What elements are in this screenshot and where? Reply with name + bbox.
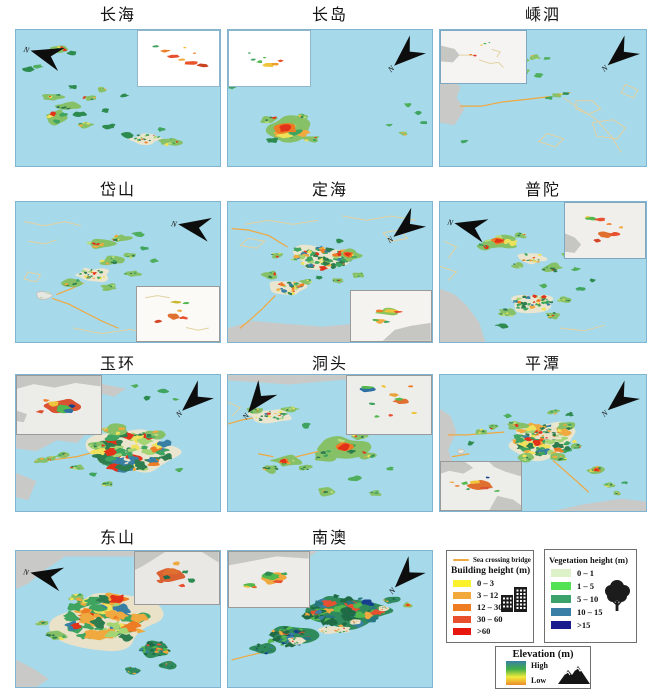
inset-map [563,202,646,260]
inset-map [228,30,311,88]
map-dongshan: N [15,550,221,688]
panel-title-dinghai: 定海 [311,182,348,199]
elevation-high-label: High [531,661,548,670]
vegetation-label-2: 5 – 10 [577,593,599,604]
elevation-low-label: Low [531,676,547,685]
map-yuhuan: N [15,374,221,512]
map-graphic [228,36,428,143]
panel-title-daishan: 岱山 [99,182,136,199]
building-icon [500,584,530,619]
sea-crossing-bridge-label: Sea crossing bridge [473,555,531,564]
inset-map [136,286,220,342]
building-swatch-3 [453,615,471,623]
panel-title-shengsi: 嵊泗 [524,7,561,24]
vegetation-swatch-3 [551,607,571,616]
map-daishan: N [15,201,221,343]
vegetation-swatch-2 [551,594,571,603]
building-swatch-4 [453,627,471,635]
map-dinghai: N [227,201,433,343]
elevation-gradient-bar [506,661,526,685]
building-label-4: >60 [477,626,491,636]
building-legend-title: Building height (m) [451,566,531,576]
inset-map [440,460,523,511]
panel-title-putuo: 普陀 [524,182,561,199]
vegetation-label-3: 10 – 15 [577,606,603,617]
inset-map [228,551,310,609]
building-label-0: 0 – 3 [477,578,494,588]
sea-crossing-bridge-symbol [453,558,469,561]
vegetation-label-4: >15 [577,619,591,630]
map-changhai: N [15,29,221,167]
vegetation-swatch-1 [551,581,571,590]
map-graphic [16,202,159,342]
panel-title-changdao: 长岛 [311,7,348,24]
vegetation-height-legend: Vegetation height (m) 0 – 1 1 – 5 5 – 10… [544,549,637,643]
building-swatch-1 [453,591,471,599]
building-swatch-0 [453,579,471,587]
building-swatch-2 [453,603,471,611]
map-graphic [440,232,646,342]
elevation-legend: Elevation (m) High Low [495,646,591,689]
building-label-2: 12 – 30 [477,602,503,612]
panel-title-nanao: 南澳 [311,530,348,547]
map-graphic [440,409,646,511]
inset-map [134,551,220,606]
panel-title-yuhuan: 玉环 [99,356,136,373]
building-label-3: 30 – 60 [477,614,503,624]
building-height-legend: Sea crossing bridge Building height (m) … [446,550,534,643]
vegetation-label-1: 1 – 5 [577,580,594,591]
panel-title-dongtou: 洞头 [311,356,348,373]
panel-title-changhai: 长海 [99,7,136,24]
inset-map [137,30,220,88]
tree-icon [600,578,634,621]
vegetation-legend-title: Vegetation height (m) [549,555,628,565]
panel-title-pingtan: 平潭 [524,356,561,373]
inset-map [350,290,432,342]
vegetation-swatch-0 [551,568,571,577]
elevation-legend-title: Elevation (m) [512,649,574,660]
building-label-1: 3 – 12 [477,590,499,600]
map-shengsi: N [439,29,647,167]
map-changdao: N [227,29,433,167]
inset-map [16,375,102,435]
map-graphic [16,551,220,687]
inset-map [346,375,432,435]
vegetation-label-0: 0 – 1 [577,567,594,578]
map-putuo: N [439,201,647,343]
map-nanao: N [227,550,433,688]
map-pingtan: N [439,374,647,512]
inset-map [440,30,527,85]
mountain-icon [556,664,592,691]
map-dongtou: N [227,374,433,512]
panel-title-dongshan: 东山 [99,530,136,547]
vegetation-swatch-4 [551,620,571,629]
